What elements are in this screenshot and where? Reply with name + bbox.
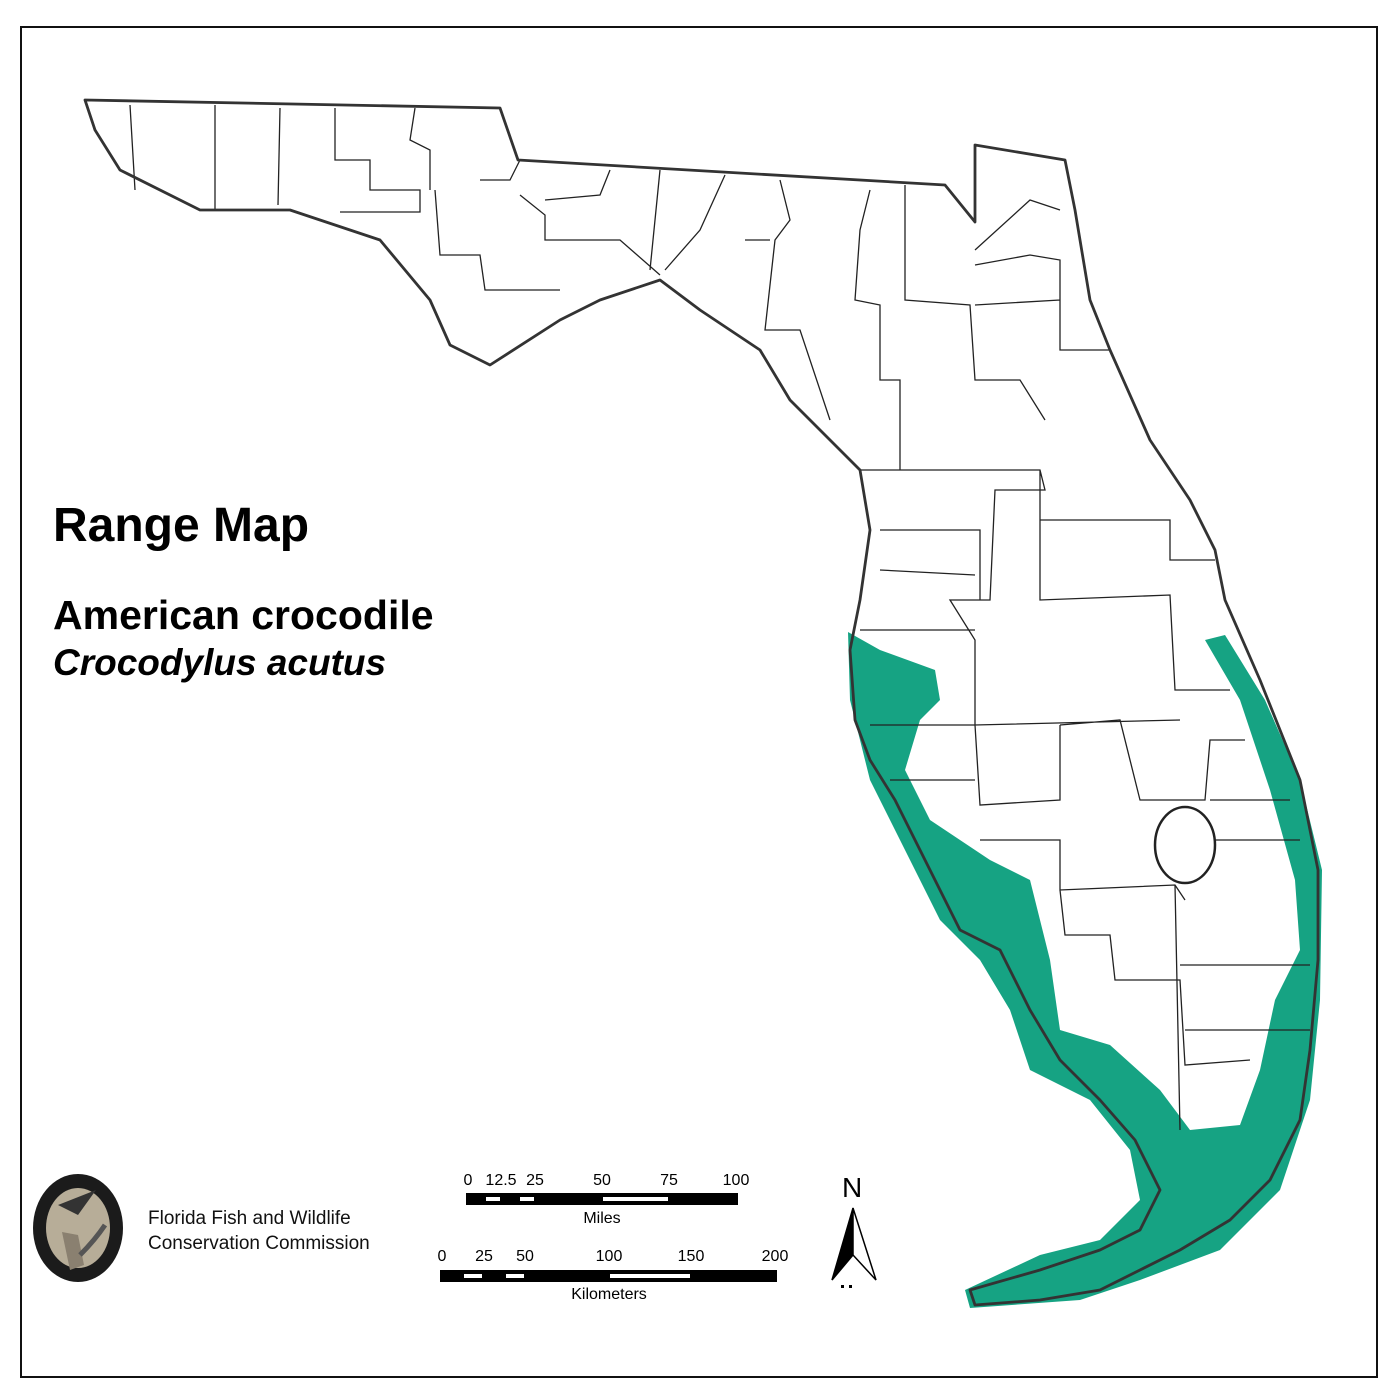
scale-tick: 25 [475,1248,493,1265]
map-frame [20,26,1378,1378]
north-label: N [842,1172,863,1203]
agency-line-1: Florida Fish and Wildlife [148,1208,351,1229]
north-arrow-icon [831,1207,877,1288]
map-title: Range Map [53,499,310,552]
scale-tick: 150 [677,1248,705,1265]
species-scientific-name: Crocodylus acutus [53,642,387,683]
scale-bar-km [440,1270,777,1282]
species-common-name: American crocodile [53,592,434,638]
scale-tick: 25 [526,1172,544,1189]
scale-tick: 50 [516,1248,534,1265]
scale-tick: 75 [660,1172,678,1189]
florida-land [85,100,1318,1305]
scale-tick: 50 [593,1172,611,1189]
scale-tick: 0 [437,1248,447,1265]
scale-bar-miles [466,1193,738,1205]
scale-tick: 0 [463,1172,473,1189]
agency-name: Florida Fish and Wildlife Conservation C… [148,1206,370,1256]
agency-line-2: Conservation Commission [148,1233,370,1254]
scale-tick: 200 [761,1248,789,1265]
fwc-logo [33,1174,123,1282]
scale-tick: 100 [595,1248,623,1265]
scale-unit-miles: Miles [583,1210,621,1227]
scale-tick: 100 [722,1172,750,1189]
florida-coastline [83,98,1320,1307]
county-boundaries [129,104,1310,1131]
scale-tick: 12.5 [485,1172,517,1189]
scale-unit-km: Kilometers [571,1286,647,1303]
crocodile-range-area [848,632,1322,1308]
